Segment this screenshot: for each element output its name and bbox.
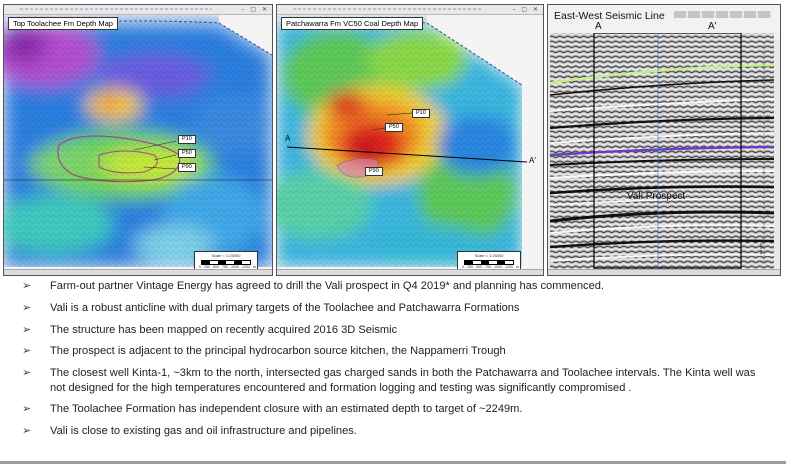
toolachee-map-window[interactable]: – ▢ ✕ Top Toolach: [3, 4, 273, 276]
depth-scale-label: 100 ms: [759, 243, 763, 255]
p90-tag: P90: [178, 163, 196, 172]
list-item: ➢ The structure has been mapped on recent…: [22, 323, 768, 337]
seismic-toolbar[interactable]: [674, 11, 772, 18]
p90-tag: P90: [365, 167, 383, 176]
scale-bar: Scale = 1:25000 0 250 500 750 1000 1250 …: [457, 251, 521, 270]
list-item: ➢ The prospect is adjacent to the princip…: [22, 344, 768, 358]
arrow-bullet-icon: ➢: [22, 402, 32, 416]
p10-tag: P10: [412, 109, 430, 118]
arrow-bullet-icon: ➢: [22, 344, 32, 358]
bullet-text: Vali is a robust anticline with dual pri…: [50, 301, 520, 314]
window-controls-icon[interactable]: – ▢ ✕: [512, 6, 540, 13]
bullet-text: Vali is close to existing gas and oil in…: [50, 425, 357, 438]
toolachee-depth-map: [4, 15, 272, 267]
arrow-bullet-icon: ➢: [22, 424, 32, 438]
prospect-label: Vali Prospect: [627, 191, 686, 202]
map-title: Patchawarra Fm VC50 Coal Depth Map: [281, 17, 424, 30]
arrow-bullet-icon: ➢: [22, 279, 32, 292]
status-bar: [4, 269, 272, 275]
scale-ticks: 0 250 500 750 1000 1250 m: [199, 265, 256, 269]
arrow-bullet-icon: ➢: [22, 300, 32, 314]
bullet-text: The prospect is adjacent to the principa…: [50, 345, 506, 358]
bullet-text: The closest well Kinta-1, ~3km to the no…: [50, 367, 756, 394]
list-item: ➢ Vali is close to existing gas and oil i…: [22, 424, 768, 438]
list-item: ➢ The closest well Kinta-1, ~3km to the n…: [22, 366, 768, 395]
seismic-marker-a-prime: A': [708, 21, 717, 32]
status-bar: [277, 269, 543, 275]
patchawarra-depth-map: [277, 15, 543, 267]
p10-tag: P10: [178, 135, 196, 144]
list-item: ➢ Vali is a robust anticline with dual pr…: [22, 301, 768, 315]
map-title: Top Toolachee Fm Depth Map: [8, 17, 118, 30]
p50-tag: P50: [385, 123, 403, 132]
patchawarra-map-window[interactable]: – ▢ ✕ Patchawarra Fm VC50 Coa: [276, 4, 544, 276]
section-end-marker: A': [529, 156, 536, 165]
bullet-text: The Toolachee Formation has independent …: [50, 403, 523, 416]
scale-text: Scale = 1:25000: [474, 253, 504, 258]
p50-tag: P50: [178, 149, 196, 158]
arrow-bullet-icon: ➢: [22, 322, 32, 336]
list-item: ➢ The Toolachee Formation has independent…: [22, 402, 768, 416]
scale-bar: Scale = 1:25000 0 250 500 750 1000 1250 …: [194, 251, 258, 270]
section-start-marker: A: [285, 134, 291, 143]
footer-rule: [0, 461, 786, 464]
arrow-bullet-icon: ➢: [22, 366, 32, 380]
status-bar: [548, 269, 780, 275]
map-window-titlebar[interactable]: – ▢ ✕: [4, 5, 272, 15]
seismic-title: East-West Seismic Line: [554, 10, 665, 22]
seismic-marker-a: A: [595, 21, 602, 32]
map-window-titlebar[interactable]: – ▢ ✕: [277, 5, 543, 15]
list-item: ➢ Farm-out partner Vintage Energy has agr…: [22, 279, 768, 293]
scale-ticks: 0 250 500 750 1000 1250 m: [462, 265, 519, 269]
seismic-line-window[interactable]: East-West Seismic Line A A': [547, 4, 781, 276]
seismic-section: [550, 33, 774, 271]
prospect-bullet-list: ➢ Farm-out partner Vintage Energy has agr…: [22, 279, 768, 446]
window-controls-icon[interactable]: – ▢ ✕: [241, 6, 269, 13]
bullet-text: The structure has been mapped on recentl…: [50, 323, 398, 336]
scale-text: Scale = 1:25000: [211, 253, 241, 258]
bullet-text: Farm-out partner Vintage Energy has agre…: [50, 280, 604, 292]
